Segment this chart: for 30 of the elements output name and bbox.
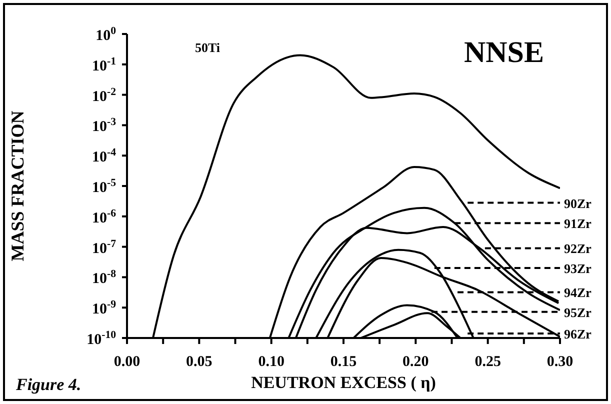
y-tick-label: 10$^{0}$ xyxy=(96,25,116,44)
y-tick-label: 10$^{-1}$ xyxy=(92,55,116,74)
annotation: 93Zr xyxy=(564,261,592,276)
x-tick-label: 0.20 xyxy=(402,354,429,370)
text: 50Ti xyxy=(195,40,220,56)
annotation: NNSE xyxy=(464,36,544,70)
annotation: 92Zr xyxy=(564,241,592,256)
x-tick-label: 0.10 xyxy=(258,354,284,370)
caption: Figure 4. xyxy=(16,375,82,395)
y-tick-label: 10$^{-6}$ xyxy=(92,207,117,226)
annotation: 95Zr xyxy=(564,304,592,320)
y-tick-label: 10$^{-2}$ xyxy=(92,86,116,105)
y-tick-label: 10$^{-7}$ xyxy=(92,238,117,257)
annotation: 94Zr xyxy=(564,285,592,300)
y-tick-label: 10$^{-10}$ xyxy=(86,329,116,348)
annotation: 91Zr xyxy=(564,216,592,232)
x-tick-label: 0.25 xyxy=(474,354,501,370)
x-tick-label: 0.00 xyxy=(114,354,140,370)
y-tick-label: 10$^{-3}$ xyxy=(92,116,117,136)
y-axis-title: MASS FRACTION xyxy=(7,110,28,262)
y-tick-label: 10$^{-9}$ xyxy=(92,298,117,318)
annotation: 96Zr xyxy=(564,326,592,342)
x-axis-title: NEUTRON EXCESS ( η) xyxy=(251,373,436,392)
annotation: 90Zr xyxy=(564,196,592,211)
y-tick-label: 10$^{-5}$ xyxy=(92,177,116,196)
y-tick-label: 10$^{-8}$ xyxy=(92,268,117,288)
x-tick-label: 0.15 xyxy=(330,354,357,370)
y-tick-label: 10$^{-4}$ xyxy=(92,146,117,166)
x-tick-label: 0.30 xyxy=(546,354,574,370)
x-tick-label: 0.05 xyxy=(186,354,212,370)
